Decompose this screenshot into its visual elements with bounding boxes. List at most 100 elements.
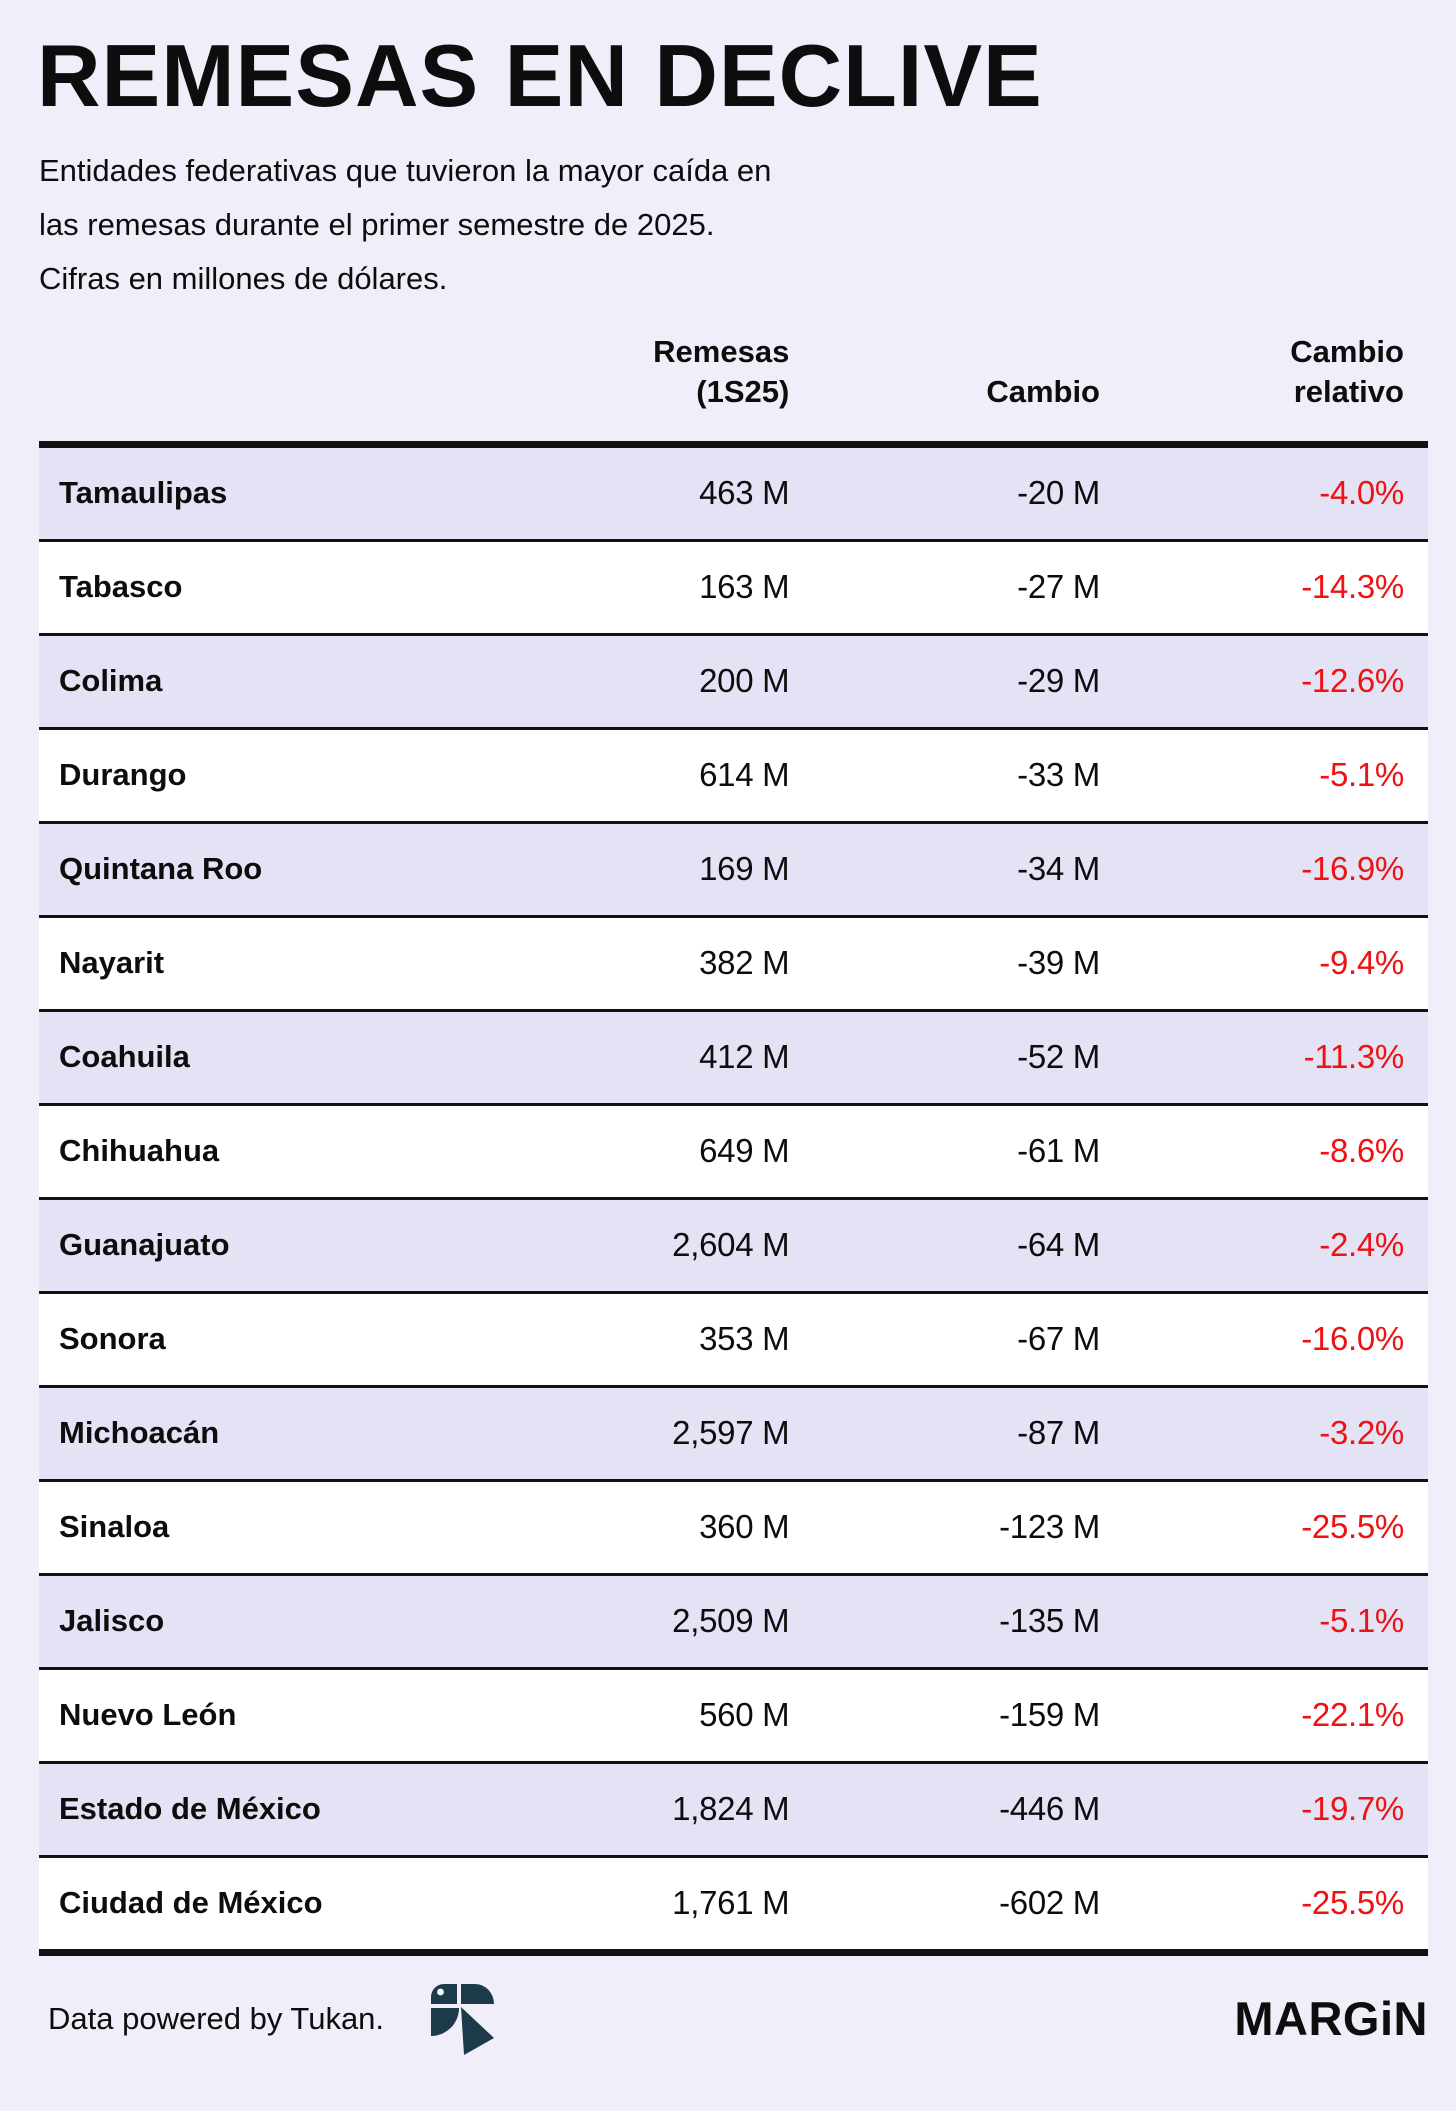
footer: Data powered by Tukan. MARGiN (39, 1956, 1428, 2056)
remesas-value: 2,604 M (672, 1226, 790, 1264)
page-subtitle: Entidades federativas que tuvieron la ma… (39, 144, 1416, 306)
cambio-relativo-value: -16.0% (1301, 1320, 1404, 1358)
remesas-value: 1,824 M (672, 1790, 790, 1828)
remesas-value: 200 M (699, 662, 790, 700)
remesas-value: 169 M (699, 850, 790, 888)
cambio-relativo-value: -8.6% (1319, 1132, 1404, 1170)
cambio-value: -67 M (1017, 1320, 1100, 1358)
cambio-relativo-value: -3.2% (1319, 1414, 1404, 1452)
subtitle-line: las remesas durante el primer semestre d… (39, 207, 715, 243)
state-name: Nuevo León (59, 1697, 237, 1733)
cambio-relativo-value: -25.5% (1301, 1884, 1404, 1922)
remesas-value: 1,761 M (672, 1884, 790, 1922)
table-row: Estado de México 1,824 M -446 M -19.7% (39, 1760, 1428, 1855)
table-row: Chihuahua 649 M -61 M -8.6% (39, 1102, 1428, 1197)
cambio-value: -61 M (1017, 1132, 1100, 1170)
table-row: Nuevo León 560 M -159 M -22.1% (39, 1666, 1428, 1761)
cambio-relativo-value: -12.6% (1301, 662, 1404, 700)
table-row: Guanajuato 2,604 M -64 M -2.4% (39, 1196, 1428, 1291)
cambio-relativo-value: -14.3% (1301, 568, 1404, 606)
state-name: Tamaulipas (59, 475, 228, 511)
remesas-value: 2,509 M (672, 1602, 790, 1640)
state-name: Jalisco (59, 1603, 165, 1639)
cambio-relativo-value: -5.1% (1319, 1602, 1404, 1640)
state-name: Ciudad de México (59, 1885, 323, 1921)
table-row: Colima 200 M -29 M -12.6% (39, 632, 1428, 727)
cambio-value: -64 M (1017, 1226, 1100, 1264)
cambio-value: -27 M (1017, 568, 1100, 606)
header-remesas: Remesas (1S25) (653, 334, 790, 409)
cambio-relativo-value: -4.0% (1319, 474, 1404, 512)
cambio-value: -34 M (1017, 850, 1100, 888)
table-row: Sonora 353 M -67 M -16.0% (39, 1290, 1428, 1385)
state-name: Sonora (59, 1321, 166, 1357)
table-row: Jalisco 2,509 M -135 M -5.1% (39, 1572, 1428, 1667)
cambio-value: -33 M (1017, 756, 1100, 794)
cambio-relativo-value: -25.5% (1301, 1508, 1404, 1546)
tukan-logo-icon (431, 1983, 495, 2055)
table-row: Ciudad de México 1,761 M -602 M -25.5% (39, 1854, 1428, 1949)
header-cambio: Cambio (986, 373, 1100, 409)
remesas-value: 412 M (699, 1038, 790, 1076)
table-row: Quintana Roo 169 M -34 M -16.9% (39, 820, 1428, 915)
margin-logo-i: i (1379, 1992, 1394, 2046)
state-name: Tabasco (59, 569, 183, 605)
table-row: Coahuila 412 M -52 M -11.3% (39, 1008, 1428, 1103)
state-name: Chihuahua (59, 1133, 220, 1169)
cambio-relativo-value: -2.4% (1319, 1226, 1404, 1264)
remesas-value: 649 M (699, 1132, 790, 1170)
table-row: Tabasco 163 M -27 M -14.3% (39, 538, 1428, 633)
data-credit: Data powered by Tukan. (48, 2000, 385, 2036)
state-name: Quintana Roo (59, 851, 263, 887)
margin-logo: MARGiN (1234, 1995, 1428, 2042)
cambio-value: -39 M (1017, 944, 1100, 982)
cambio-value: -159 M (999, 1696, 1100, 1734)
margin-logo-text: N (1393, 1992, 1428, 2046)
state-name: Michoacán (59, 1415, 220, 1451)
state-name: Colima (59, 663, 163, 699)
cambio-relativo-value: -19.7% (1301, 1790, 1404, 1828)
cambio-relativo-value: -5.1% (1319, 756, 1404, 794)
cambio-relativo-value: -16.9% (1301, 850, 1404, 888)
remesas-value: 353 M (699, 1320, 790, 1358)
table-row: Durango 614 M -33 M -5.1% (39, 726, 1428, 821)
table-row: Nayarit 382 M -39 M -9.4% (39, 914, 1428, 1009)
state-name: Coahuila (59, 1039, 190, 1075)
table-row: Michoacán 2,597 M -87 M -3.2% (39, 1384, 1428, 1479)
subtitle-line: Cifras en millones de dólares. (39, 261, 448, 297)
cambio-value: -135 M (999, 1602, 1100, 1640)
state-name: Durango (59, 757, 187, 793)
remesas-value: 2,597 M (672, 1414, 790, 1452)
remesas-value: 560 M (699, 1696, 790, 1734)
remesas-table-body: Tamaulipas 463 M -20 M -4.0% Tabasco 163… (39, 440, 1428, 1956)
subtitle-line: Entidades federativas que tuvieron la ma… (39, 153, 772, 189)
state-name: Sinaloa (59, 1509, 170, 1545)
credit-group: Data powered by Tukan. (39, 1982, 495, 2056)
header-cambio-relativo: Cambio relativo (1290, 334, 1404, 409)
state-name: Nayarit (59, 945, 165, 981)
margin-logo-text: MARG (1234, 1992, 1380, 2046)
state-name: Guanajuato (59, 1227, 230, 1263)
cambio-relativo-value: -9.4% (1319, 944, 1404, 982)
cambio-value: -123 M (999, 1508, 1100, 1546)
page-title: REMESAS EN DECLIVE (37, 26, 1043, 125)
remesas-value: 463 M (699, 474, 790, 512)
remesas-value: 360 M (699, 1508, 790, 1546)
table-row: Sinaloa 360 M -123 M -25.5% (39, 1478, 1428, 1573)
state-name: Estado de México (59, 1791, 321, 1827)
cambio-value: -20 M (1017, 474, 1100, 512)
cambio-relativo-value: -22.1% (1301, 1696, 1404, 1734)
remesas-table: Remesas (1S25) Cambio Cambio relativo Ta… (39, 306, 1428, 1956)
remesas-value: 614 M (699, 756, 790, 794)
table-header-row: Remesas (1S25) Cambio Cambio relativo (39, 306, 1428, 441)
cambio-value: -52 M (1017, 1038, 1100, 1076)
cambio-value: -446 M (999, 1790, 1100, 1828)
remesas-value: 382 M (699, 944, 790, 982)
cambio-value: -602 M (999, 1884, 1100, 1922)
cambio-value: -87 M (1017, 1414, 1100, 1452)
cambio-value: -29 M (1017, 662, 1100, 700)
infographic-page: REMESAS EN DECLIVE Entidades federativas… (0, 26, 1456, 2111)
table-row: Tamaulipas 463 M -20 M -4.0% (39, 447, 1428, 539)
remesas-value: 163 M (699, 568, 790, 606)
cambio-relativo-value: -11.3% (1303, 1038, 1405, 1076)
